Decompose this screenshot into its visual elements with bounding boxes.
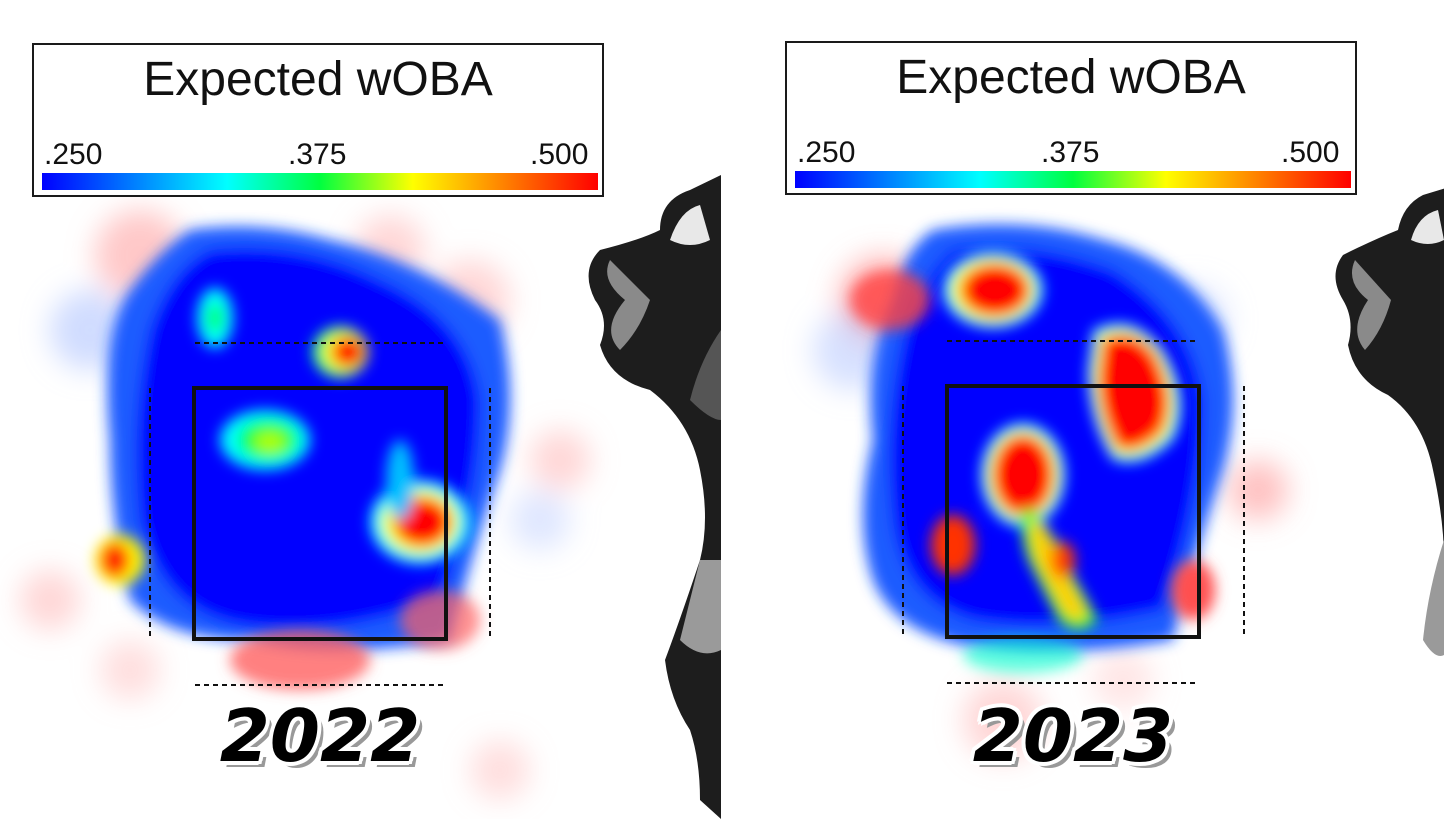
heatmap-2022: [20, 210, 590, 800]
tick-label-min: .250: [797, 136, 856, 169]
hot-spots: [850, 252, 1215, 673]
legend-title: Expected wOBA: [896, 51, 1246, 104]
colorbar-legend: [785, 41, 1357, 195]
legend-title: Expected wOBA: [143, 53, 493, 106]
tick-label-max: .500: [1281, 136, 1340, 169]
tick-label-min: .250: [44, 138, 103, 171]
colorbar-legend: [32, 43, 604, 197]
zone-lines: [149, 342, 491, 686]
heatmap-panel-2022: Expected wOBA .250 .375 .500 2022: [0, 0, 721, 819]
heatmap-panel-2023: Expected wOBA .250 .375 .500 2023: [723, 0, 1444, 819]
hot-spots: [95, 288, 480, 690]
tick-label-mid: .375: [288, 138, 347, 171]
tick-label-max: .500: [530, 138, 589, 171]
strike-zone-box: [192, 386, 448, 641]
year-label: 2023: [972, 694, 1174, 778]
zone-lines: [902, 340, 1245, 684]
batter-silhouette: [588, 175, 721, 819]
year-label: 2022: [219, 694, 421, 778]
tick-label-mid: .375: [1041, 136, 1100, 169]
colorbar-gradient: [795, 171, 1351, 188]
heatmap-2023: [813, 224, 1288, 760]
panel-divider: [721, 0, 723, 819]
colorbar-gradient: [42, 173, 598, 190]
strike-zone-box: [945, 384, 1201, 639]
batter-silhouette: [1335, 188, 1444, 819]
